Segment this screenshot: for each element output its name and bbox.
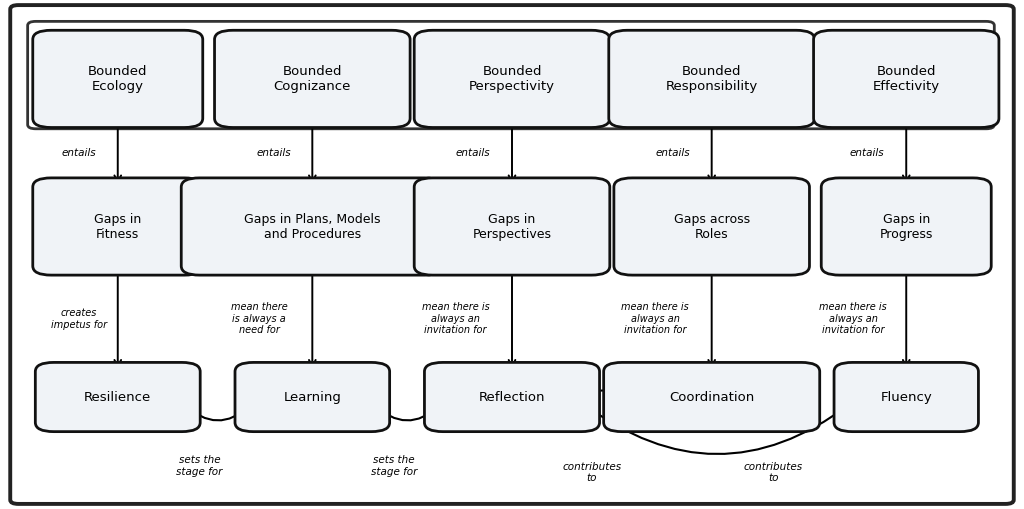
Text: creates
impetus for: creates impetus for <box>51 308 106 329</box>
FancyBboxPatch shape <box>834 362 979 432</box>
Text: Learning: Learning <box>284 390 341 404</box>
Text: entails: entails <box>850 148 885 158</box>
FancyBboxPatch shape <box>414 178 609 275</box>
FancyBboxPatch shape <box>821 178 991 275</box>
FancyBboxPatch shape <box>33 178 203 275</box>
FancyBboxPatch shape <box>813 31 999 128</box>
FancyBboxPatch shape <box>613 178 809 275</box>
FancyBboxPatch shape <box>603 362 819 432</box>
Text: Bounded
Cognizance: Bounded Cognizance <box>273 65 351 93</box>
FancyBboxPatch shape <box>414 31 609 128</box>
Text: Bounded
Perspectivity: Bounded Perspectivity <box>469 65 555 93</box>
Text: contributes
to: contributes to <box>562 462 622 483</box>
FancyBboxPatch shape <box>10 5 1014 504</box>
Text: Gaps in
Perspectives: Gaps in Perspectives <box>472 212 552 241</box>
Text: Resilience: Resilience <box>84 390 152 404</box>
Text: entails: entails <box>655 148 690 158</box>
Text: Gaps in
Fitness: Gaps in Fitness <box>94 212 141 241</box>
FancyBboxPatch shape <box>424 362 600 432</box>
Text: Coordination: Coordination <box>669 390 755 404</box>
Text: Gaps in Plans, Models
and Procedures: Gaps in Plans, Models and Procedures <box>244 212 381 241</box>
FancyBboxPatch shape <box>608 31 814 128</box>
FancyBboxPatch shape <box>33 31 203 128</box>
Text: mean there
is always a
need for: mean there is always a need for <box>230 302 288 335</box>
Text: Bounded
Ecology: Bounded Ecology <box>88 65 147 93</box>
FancyBboxPatch shape <box>28 21 994 129</box>
Text: Gaps in
Progress: Gaps in Progress <box>880 212 933 241</box>
Text: entails: entails <box>256 148 291 158</box>
FancyBboxPatch shape <box>181 178 443 275</box>
FancyBboxPatch shape <box>236 362 389 432</box>
Text: mean there is
always an
invitation for: mean there is always an invitation for <box>622 302 689 335</box>
Text: Bounded
Responsibility: Bounded Responsibility <box>666 65 758 93</box>
Text: sets the
stage for: sets the stage for <box>176 455 223 476</box>
FancyBboxPatch shape <box>215 31 410 128</box>
Text: Fluency: Fluency <box>881 390 932 404</box>
Text: entails: entails <box>61 148 96 158</box>
Text: Bounded
Effectivity: Bounded Effectivity <box>872 65 940 93</box>
Text: contributes
to: contributes to <box>743 462 803 483</box>
Text: Gaps across
Roles: Gaps across Roles <box>674 212 750 241</box>
Text: mean there is
always an
invitation for: mean there is always an invitation for <box>422 302 489 335</box>
Text: entails: entails <box>456 148 490 158</box>
Text: sets the
stage for: sets the stage for <box>371 455 418 476</box>
Text: Reflection: Reflection <box>479 390 545 404</box>
FancyBboxPatch shape <box>35 362 201 432</box>
Text: mean there is
always an
invitation for: mean there is always an invitation for <box>819 302 887 335</box>
